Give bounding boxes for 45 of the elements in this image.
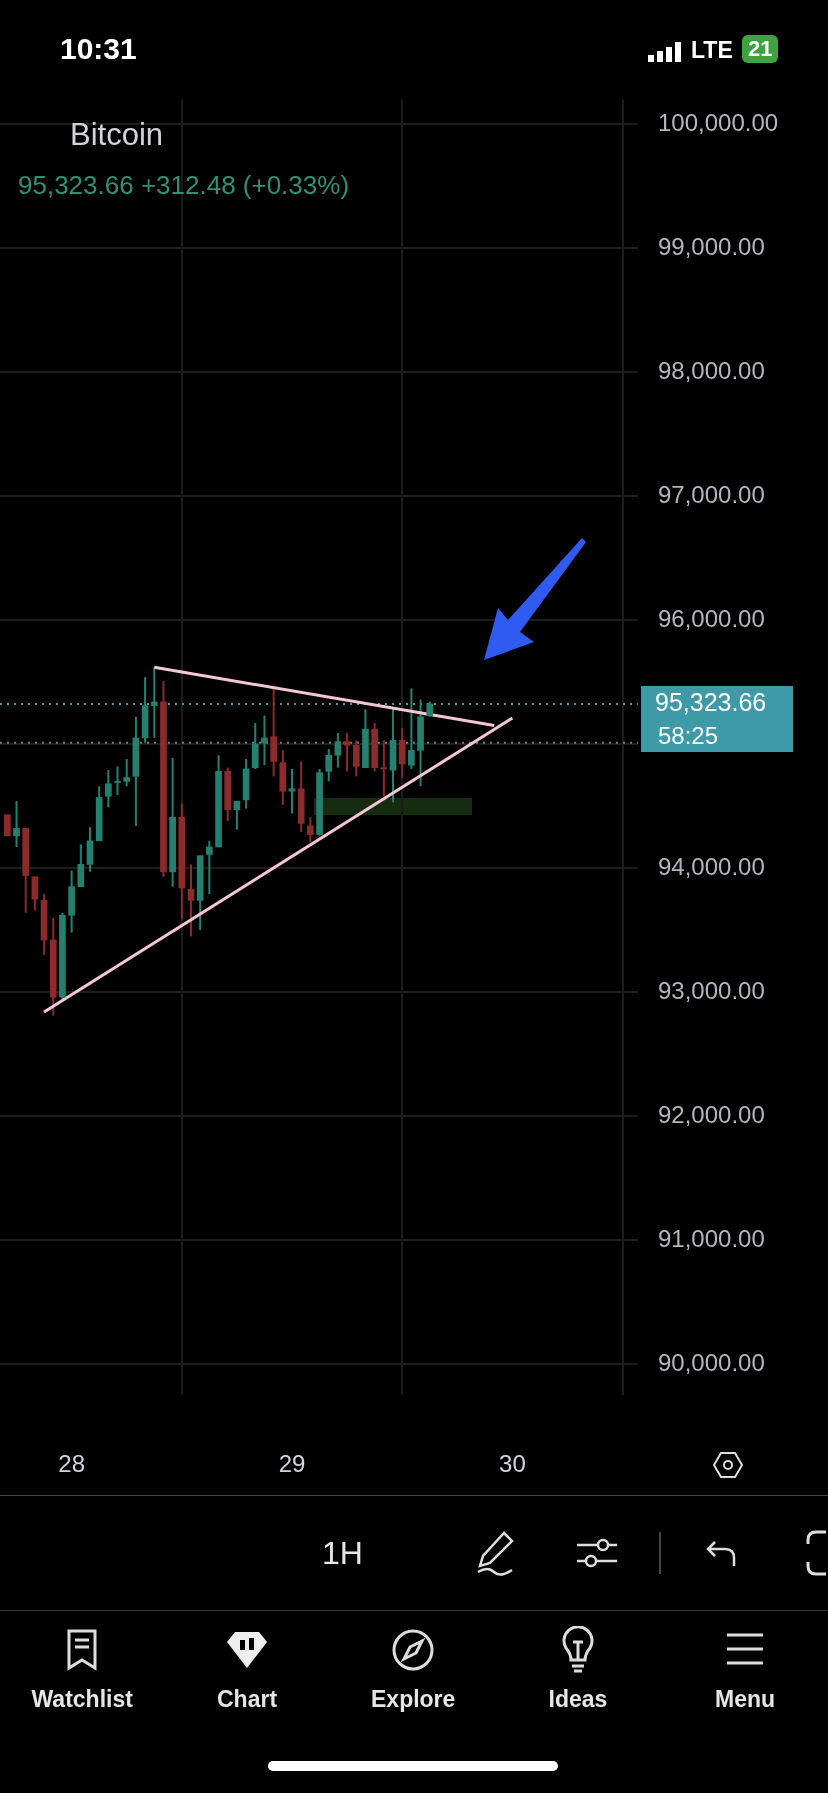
candlestick — [325, 748, 333, 783]
candlestick — [114, 765, 121, 796]
candlestick — [352, 739, 360, 778]
y-tick-label: 93,000.00 — [658, 976, 765, 1004]
ref-line-label: 95,323.66 — [655, 687, 767, 716]
candlestick — [187, 863, 195, 938]
text: Ideas — [548, 1686, 608, 1713]
candlestick — [13, 800, 20, 849]
candlestick — [206, 839, 213, 896]
y-tick-label: 92,000.00 — [658, 1100, 765, 1128]
text: Explore — [371, 1686, 456, 1713]
candlestick — [343, 731, 351, 773]
candlestick — [105, 769, 112, 809]
y-tick-label: 91,000.00 — [658, 1224, 765, 1252]
y-tick-label: 100,000.00 — [658, 108, 779, 136]
y-tick-label: 97,000.00 — [658, 480, 765, 508]
text: 58:25 — [658, 722, 719, 750]
y-tick-label: 90,000.00 — [658, 1348, 765, 1376]
candlestick — [408, 687, 415, 770]
text: Bitcoin — [70, 117, 164, 153]
text: Watchlist — [31, 1686, 133, 1713]
text: LTE — [691, 37, 733, 64]
candlestick — [123, 757, 131, 788]
y-tick-label: 94,000.00 — [658, 852, 765, 880]
candlestick — [77, 843, 85, 888]
x-tick-label: 29 — [278, 1450, 306, 1478]
y-tick-label: 96,000.00 — [658, 604, 765, 632]
candlestick — [334, 731, 342, 769]
text: 95,323.66 +312.48 (+0.33%) — [18, 170, 350, 201]
x-tick-label: 28 — [58, 1450, 85, 1478]
x-tick-label: 30 — [499, 1450, 526, 1478]
candlestick — [261, 714, 268, 767]
candlestick — [288, 767, 296, 815]
candlestick — [150, 666, 158, 739]
text: Menu — [715, 1686, 776, 1713]
text: 1H — [322, 1535, 363, 1572]
candlestick — [4, 813, 11, 837]
candlestick — [380, 739, 388, 798]
text: 21 — [742, 35, 779, 63]
y-tick-label: 98,000.00 — [658, 356, 765, 384]
text: Chart — [217, 1686, 278, 1713]
y-tick-label: 99,000.00 — [658, 232, 765, 260]
candlestick — [307, 816, 314, 844]
text: 10:31 — [60, 32, 137, 66]
candlestick — [31, 875, 39, 912]
